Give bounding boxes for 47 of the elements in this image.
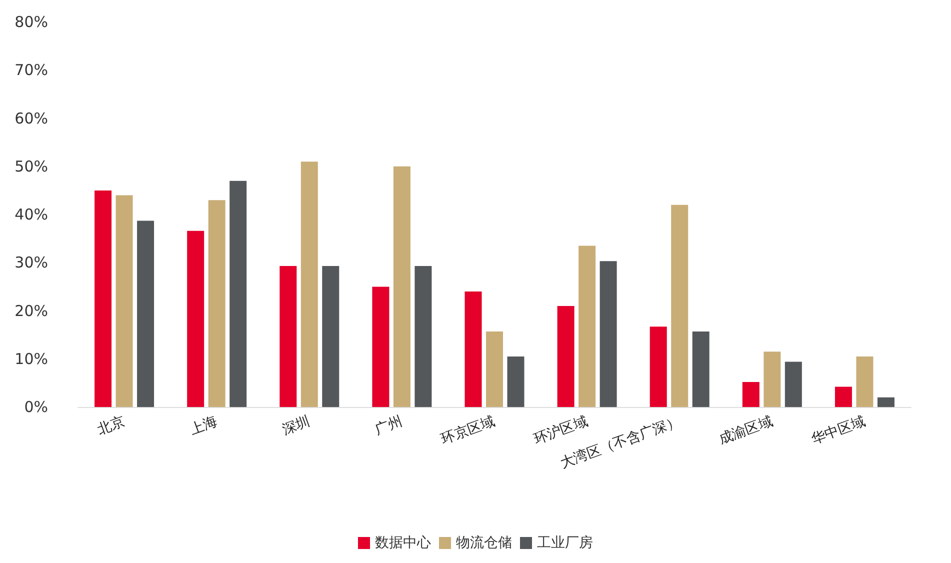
bar bbox=[372, 286, 390, 407]
x-tick-label: 上海 bbox=[188, 413, 220, 438]
bar bbox=[322, 266, 340, 407]
bar bbox=[742, 382, 760, 407]
bar bbox=[280, 266, 297, 407]
bar bbox=[692, 331, 710, 407]
y-tick-label: 40% bbox=[14, 206, 48, 224]
x-tick-label: 环沪区域 bbox=[532, 413, 590, 448]
legend-label: 物流仓储 bbox=[456, 535, 512, 551]
bar bbox=[578, 246, 596, 407]
bar bbox=[764, 352, 781, 407]
bar bbox=[208, 200, 226, 407]
bar bbox=[464, 292, 482, 407]
y-tick-label: 30% bbox=[14, 254, 48, 272]
bar bbox=[116, 195, 133, 407]
bar bbox=[486, 331, 503, 407]
y-tick-label: 70% bbox=[14, 61, 48, 80]
bar bbox=[877, 397, 894, 407]
bar bbox=[671, 204, 688, 407]
x-tick-label: 深圳 bbox=[280, 413, 312, 438]
x-tick-label: 华中区域 bbox=[809, 413, 868, 448]
bar bbox=[137, 220, 154, 407]
y-tick-label: 0% bbox=[24, 398, 48, 416]
bar bbox=[856, 356, 874, 407]
y-tick-label: 80% bbox=[14, 13, 48, 31]
y-tick-label: 50% bbox=[14, 157, 48, 176]
bar bbox=[784, 362, 802, 407]
bar bbox=[557, 306, 574, 407]
legend-label: 数据中心 bbox=[375, 535, 431, 551]
x-tick-label: 成渝区域 bbox=[716, 413, 775, 448]
bar bbox=[393, 166, 410, 407]
x-tick-label: 广州 bbox=[372, 413, 405, 438]
bar bbox=[507, 356, 524, 407]
y-tick-label: 60% bbox=[14, 109, 48, 128]
bar bbox=[187, 230, 204, 407]
bar bbox=[834, 386, 852, 407]
legend-label: 工业厂房 bbox=[537, 535, 593, 551]
bar bbox=[414, 266, 432, 407]
y-tick-label: 10% bbox=[14, 350, 48, 368]
bar bbox=[230, 180, 247, 407]
x-tick-label: 环京区域 bbox=[439, 413, 498, 448]
bar bbox=[600, 261, 617, 407]
x-tick-label: 北京 bbox=[95, 413, 128, 438]
y-tick-label: 20% bbox=[14, 302, 48, 320]
bar bbox=[94, 190, 112, 407]
bar bbox=[300, 162, 318, 407]
bar bbox=[650, 326, 667, 407]
